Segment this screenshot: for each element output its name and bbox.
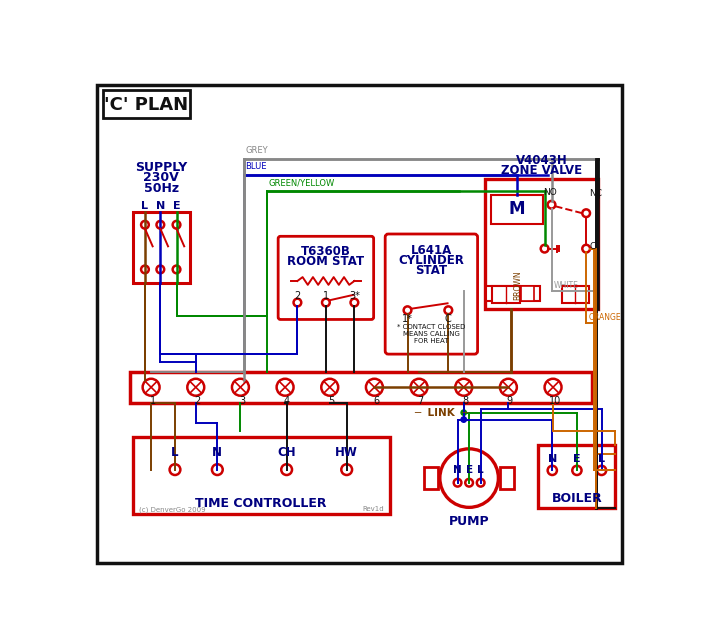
Text: MEANS CALLING: MEANS CALLING [403, 331, 460, 337]
FancyBboxPatch shape [103, 90, 190, 118]
Text: 2: 2 [194, 396, 201, 406]
Circle shape [461, 417, 466, 422]
Text: * CONTACT CLOSED: * CONTACT CLOSED [397, 324, 465, 331]
Text: 230V: 230V [143, 171, 179, 185]
Text: ORANGE: ORANGE [588, 313, 621, 322]
Text: BROWN: BROWN [513, 270, 522, 299]
Text: M: M [509, 201, 525, 219]
Text: 4: 4 [284, 396, 290, 406]
Text: BLUE: BLUE [245, 162, 267, 171]
FancyBboxPatch shape [538, 445, 616, 508]
Text: 1*: 1* [402, 315, 413, 324]
Circle shape [461, 410, 466, 415]
FancyBboxPatch shape [492, 286, 520, 303]
FancyBboxPatch shape [97, 85, 621, 563]
Text: STAT: STAT [416, 265, 447, 278]
Text: CYLINDER: CYLINDER [399, 254, 464, 267]
Text: L: L [171, 446, 179, 459]
Text: L: L [141, 201, 148, 210]
FancyBboxPatch shape [522, 286, 534, 301]
Text: SUPPLY: SUPPLY [135, 160, 187, 174]
Text: GREY: GREY [245, 146, 267, 156]
Text: FOR HEAT: FOR HEAT [414, 338, 449, 344]
Text: N: N [548, 454, 557, 464]
Text: CH: CH [277, 446, 296, 459]
Text: WHITE: WHITE [554, 281, 578, 290]
Text: 7: 7 [418, 396, 424, 406]
Text: 9: 9 [507, 396, 513, 406]
Text: 3*: 3* [349, 290, 360, 301]
Text: N: N [453, 465, 462, 476]
Text: GREEN/YELLOW: GREEN/YELLOW [268, 178, 334, 187]
Text: BOILER: BOILER [552, 492, 602, 504]
Text: PUMP: PUMP [449, 515, 489, 528]
Text: 1: 1 [150, 396, 156, 406]
Text: E: E [573, 454, 581, 464]
FancyBboxPatch shape [484, 179, 599, 309]
FancyBboxPatch shape [562, 286, 589, 303]
Text: L: L [477, 465, 484, 476]
Text: NC: NC [589, 189, 602, 198]
FancyBboxPatch shape [491, 195, 543, 224]
Text: ZONE VALVE: ZONE VALVE [501, 163, 582, 176]
Text: (c) DenverGo 2009: (c) DenverGo 2009 [139, 506, 206, 513]
Text: 6: 6 [373, 396, 379, 406]
Text: 8: 8 [462, 396, 468, 406]
Text: 3: 3 [239, 396, 245, 406]
FancyBboxPatch shape [133, 212, 190, 283]
Text: L: L [598, 454, 605, 464]
Text: ─  LINK  ─: ─ LINK ─ [414, 408, 468, 418]
FancyBboxPatch shape [130, 372, 592, 403]
FancyBboxPatch shape [133, 437, 390, 514]
Text: 2: 2 [294, 290, 300, 301]
Text: HW: HW [336, 446, 358, 459]
Text: ROOM STAT: ROOM STAT [287, 255, 364, 268]
FancyBboxPatch shape [492, 286, 505, 301]
Text: E: E [465, 465, 472, 476]
Text: 10: 10 [548, 396, 561, 406]
Text: V4043H: V4043H [516, 154, 567, 167]
FancyBboxPatch shape [500, 467, 514, 489]
Text: Rev1d: Rev1d [362, 506, 384, 512]
Text: L641A: L641A [411, 244, 452, 258]
FancyBboxPatch shape [278, 237, 373, 319]
Text: N: N [156, 201, 165, 210]
Text: 5: 5 [328, 396, 334, 406]
Text: 1: 1 [323, 290, 329, 301]
Text: N: N [212, 446, 223, 459]
FancyBboxPatch shape [425, 467, 438, 489]
Text: NO: NO [543, 188, 557, 197]
FancyBboxPatch shape [515, 286, 540, 301]
Text: 'C' PLAN: 'C' PLAN [105, 96, 189, 113]
Text: C: C [589, 242, 595, 251]
Text: T6360B: T6360B [301, 246, 351, 258]
Text: TIME CONTROLLER: TIME CONTROLLER [195, 497, 327, 510]
FancyBboxPatch shape [385, 234, 477, 354]
Text: C: C [445, 315, 451, 324]
FancyBboxPatch shape [486, 286, 510, 301]
Text: 50Hz: 50Hz [143, 182, 179, 195]
Text: E: E [173, 201, 180, 210]
